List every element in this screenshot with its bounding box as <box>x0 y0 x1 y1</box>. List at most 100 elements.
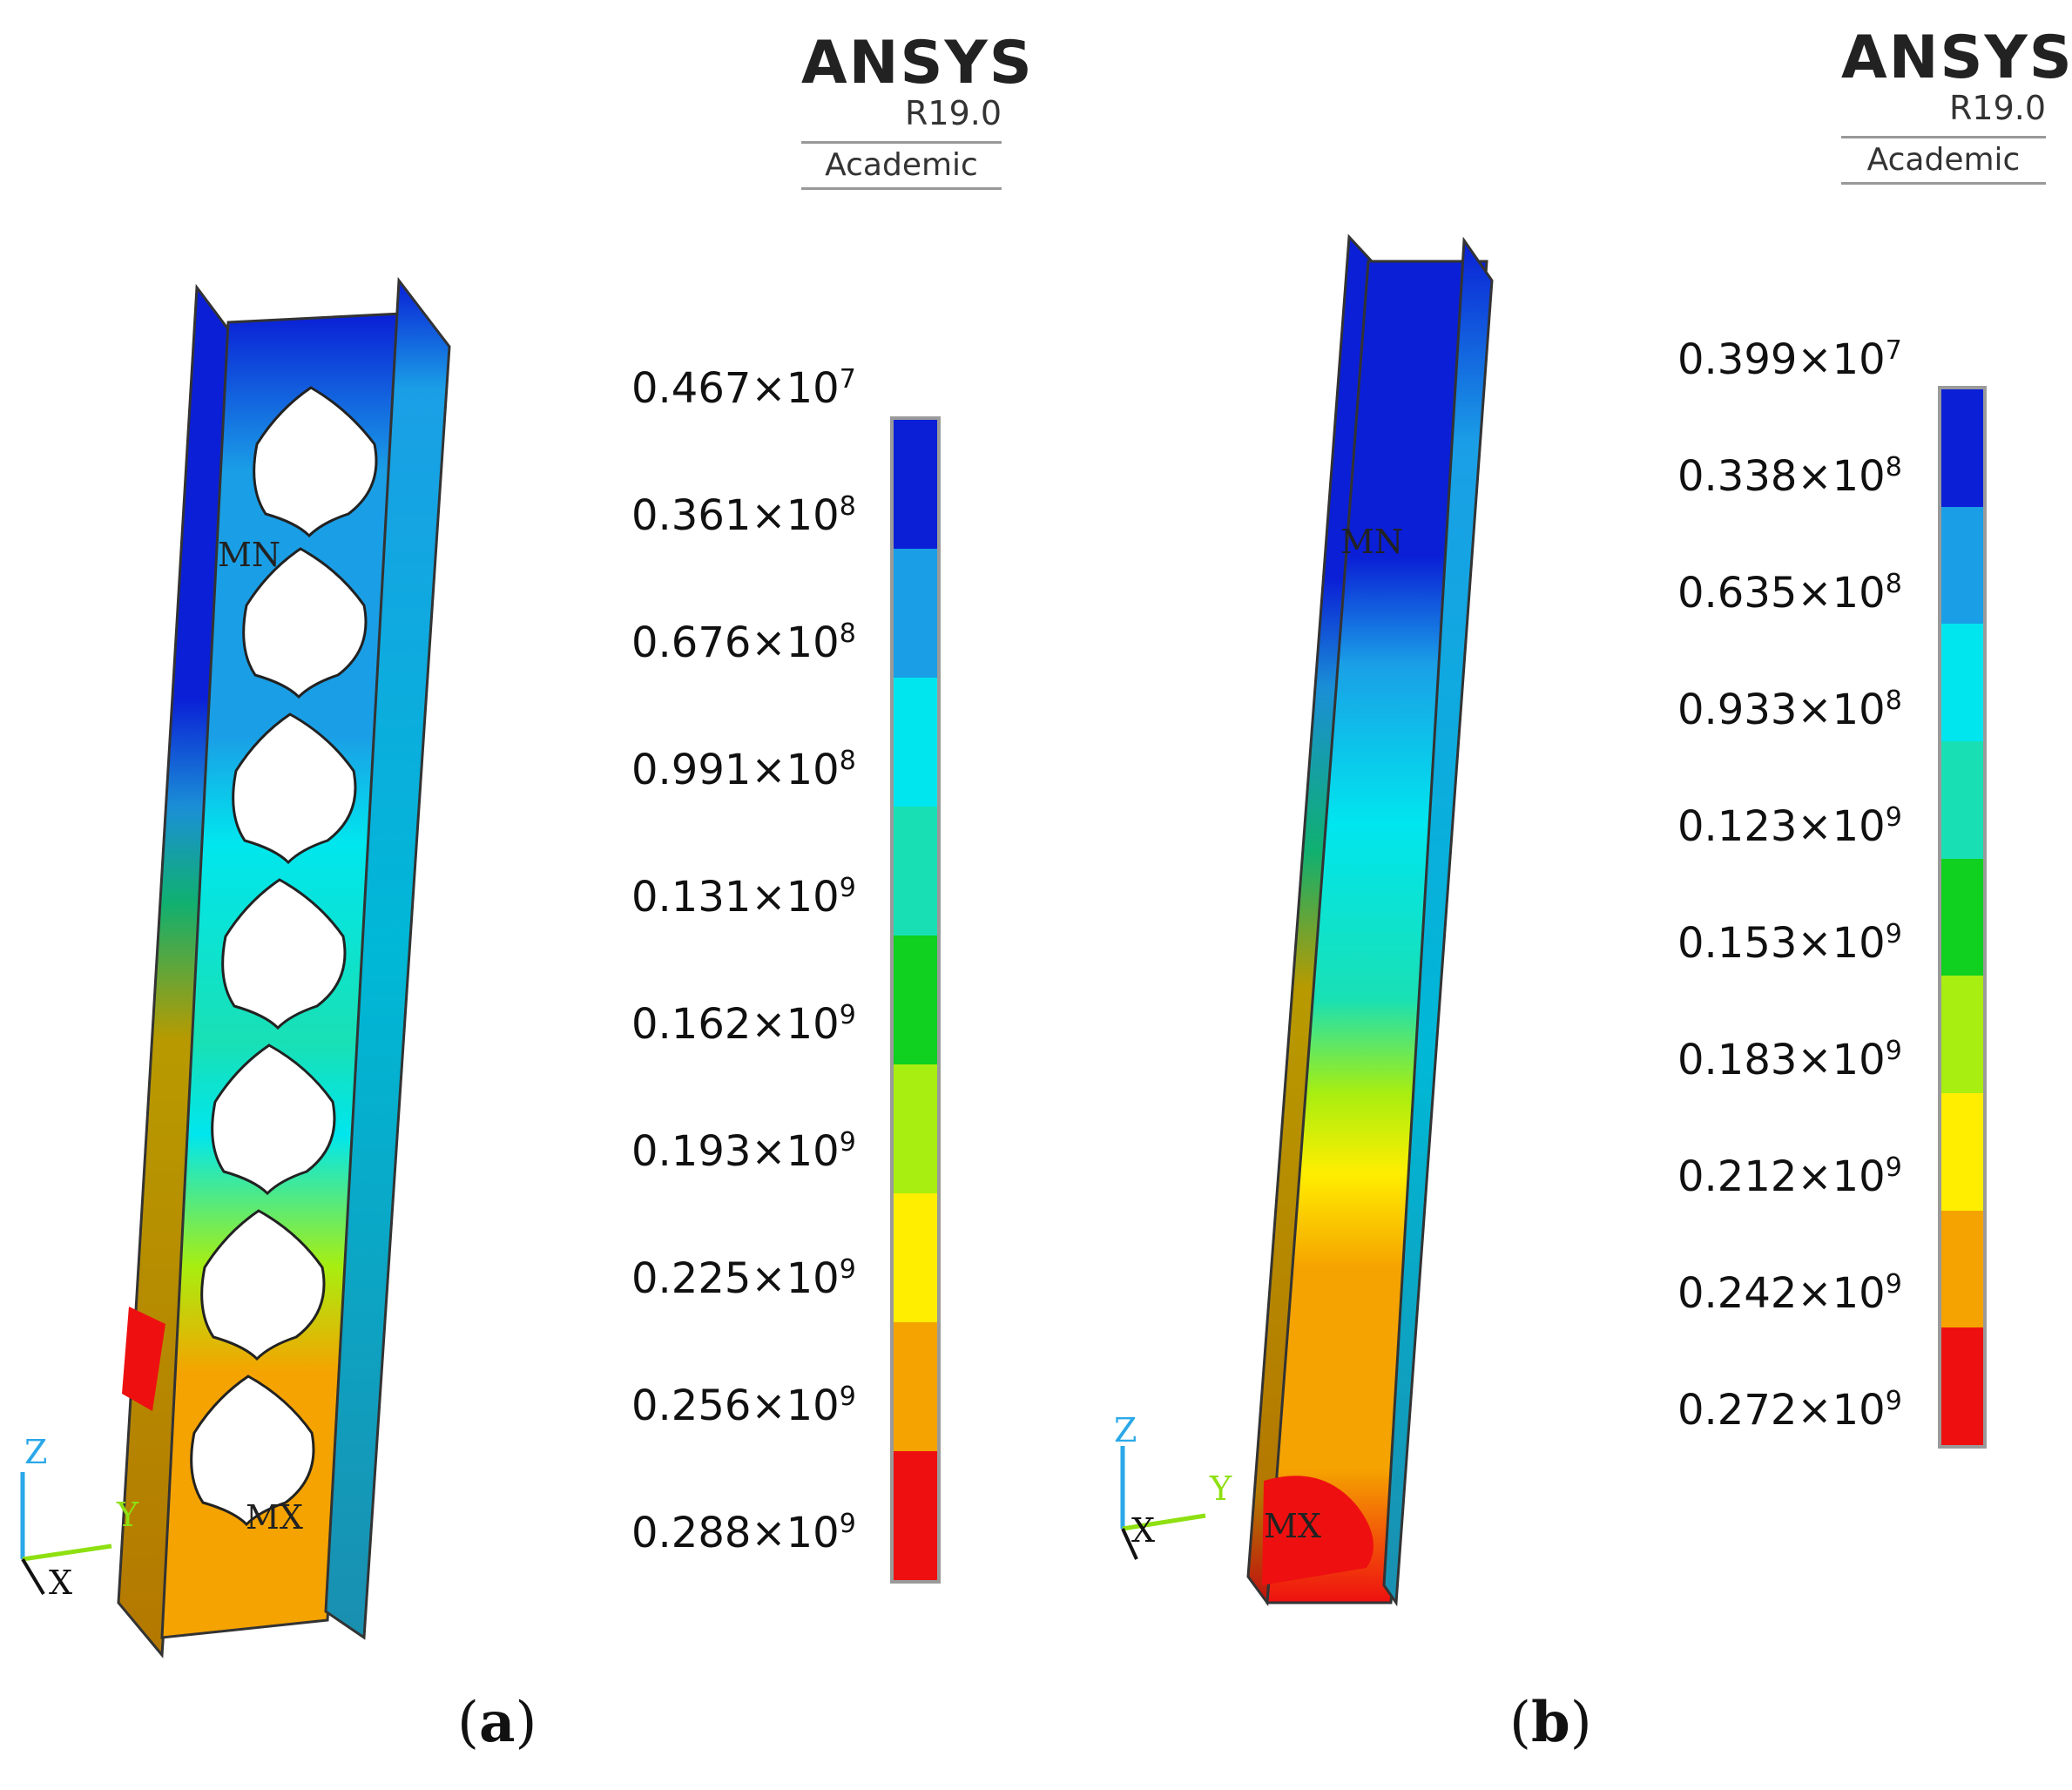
legend-exponent: 9 <box>1885 1152 1902 1183</box>
panel-a: MN MX Z Y X ANSYS R19.0 Academic 0.467×1… <box>20 29 1034 1755</box>
logo-brand: ANSYS <box>801 29 1034 98</box>
max-stress-patch-a <box>122 1307 165 1411</box>
legend-exponent: 9 <box>839 1000 856 1030</box>
legend-value-8: 0.242×109 <box>1677 1269 1902 1318</box>
colorbar-band-4 <box>1941 858 1983 976</box>
colorbar-band-2 <box>894 677 937 807</box>
hole-6 <box>200 1209 326 1361</box>
legend-value-0: 0.399×107 <box>1677 335 1902 384</box>
legend-value-9: 0.288×109 <box>631 1509 856 1557</box>
right-flange-a <box>324 276 451 1640</box>
colorbar-band-6 <box>894 1193 937 1322</box>
right-flange-b <box>1382 236 1494 1607</box>
caption-letter-b: b <box>1530 1690 1570 1755</box>
axis-z-label-b: Z <box>1114 1411 1137 1449</box>
legend-value-4: 0.123×109 <box>1677 802 1902 851</box>
legend-mantissa: 0.467×10 <box>631 364 840 413</box>
min-marker-b: MN <box>1340 523 1403 561</box>
hole-2 <box>242 547 368 699</box>
legend-value-1: 0.361×108 <box>631 491 856 540</box>
colorbar-band-5 <box>1941 976 1983 1093</box>
colorbar-band-6 <box>1941 1093 1983 1211</box>
legend-exponent: 8 <box>839 491 856 522</box>
legend-mantissa: 0.225×10 <box>631 1254 840 1303</box>
legend-value-2: 0.635×108 <box>1677 569 1902 618</box>
colorbar-band-7 <box>894 1322 937 1451</box>
max-marker-b: MX <box>1264 1507 1321 1545</box>
axis-y-label-a: Y <box>116 1496 139 1534</box>
legend-value-5: 0.153×109 <box>1677 919 1902 968</box>
legend-exponent: 8 <box>1885 569 1902 599</box>
legend-exponent: 9 <box>839 1254 856 1285</box>
colorbar-band-2 <box>1941 624 1983 741</box>
legend-value-6: 0.193×109 <box>631 1127 856 1176</box>
legend-mantissa: 0.288×10 <box>631 1509 840 1557</box>
colorbar-band-3 <box>894 807 937 936</box>
colorbar-band-8 <box>1941 1327 1983 1445</box>
colorbar-band-5 <box>894 1064 937 1193</box>
legend-mantissa: 0.991×10 <box>631 746 840 794</box>
ansys-logo-a: ANSYS R19.0 Academic <box>801 29 1034 190</box>
legend-exponent: 9 <box>839 1509 856 1539</box>
logo-edition: Academic <box>1841 136 2046 185</box>
legend-exponent: 9 <box>1885 919 1902 949</box>
legend-value-9: 0.272×109 <box>1677 1386 1902 1435</box>
legend-exponent: 9 <box>839 1127 856 1158</box>
caption-b: (b) <box>1509 1690 1592 1755</box>
panel-b: MN MX Z Y X ANSYS R19.0 Academic 0.399×1… <box>1036 0 2072 1790</box>
legend-value-4: 0.131×109 <box>631 873 856 922</box>
colorbar-a <box>890 416 941 1584</box>
colorbar-band-1 <box>894 548 937 678</box>
legend-value-7: 0.225×109 <box>631 1254 856 1303</box>
legend-mantissa: 0.635×10 <box>1677 569 1886 618</box>
legend-exponent: 9 <box>1885 1036 1902 1066</box>
legend-exponent: 9 <box>839 1381 856 1412</box>
legend-mantissa: 0.193×10 <box>631 1127 840 1176</box>
legend-mantissa: 0.933×10 <box>1677 686 1886 734</box>
legend-mantissa: 0.242×10 <box>1677 1269 1886 1318</box>
hole-1 <box>253 386 378 538</box>
legend-mantissa: 0.361×10 <box>631 491 840 540</box>
legend-mantissa: 0.123×10 <box>1677 802 1886 851</box>
colorbar-band-0 <box>894 420 937 549</box>
logo-edition: Academic <box>801 141 1002 190</box>
legend-mantissa: 0.272×10 <box>1677 1386 1886 1435</box>
legend-exponent: 9 <box>1885 802 1902 833</box>
legend-value-3: 0.933×108 <box>1677 686 1902 734</box>
hole-4 <box>221 878 347 1030</box>
legend-mantissa: 0.399×10 <box>1677 335 1886 384</box>
legend-mantissa: 0.256×10 <box>631 1381 840 1430</box>
legend-value-2: 0.676×108 <box>631 618 856 667</box>
colorbar-b <box>1938 386 1987 1449</box>
legend-exponent: 7 <box>1885 335 1902 366</box>
legend-value-7: 0.212×109 <box>1677 1152 1902 1201</box>
beam-model-a: MN MX Z Y X <box>20 276 451 1658</box>
web-b <box>1265 260 1488 1604</box>
axis-triad-a: Z Y X <box>20 1433 139 1602</box>
legend-exponent: 8 <box>1885 686 1902 716</box>
axis-triad-b: Z Y X <box>1114 1411 1232 1560</box>
legend-mantissa: 0.162×10 <box>631 1000 840 1049</box>
caption-a: (a) <box>457 1690 537 1755</box>
colorbar-band-0 <box>1941 389 1983 507</box>
legend-mantissa: 0.676×10 <box>631 618 840 667</box>
colorbar-band-1 <box>1941 506 1983 625</box>
axis-y-label-b: Y <box>1209 1469 1232 1508</box>
hole-5 <box>211 1044 336 1196</box>
hole-3 <box>232 713 357 865</box>
legend-exponent: 9 <box>839 873 856 903</box>
legend-value-5: 0.162×109 <box>631 1000 856 1049</box>
legend-value-8: 0.256×109 <box>631 1381 856 1430</box>
legend-mantissa: 0.212×10 <box>1677 1152 1886 1201</box>
axis-x-label-b: X <box>1131 1511 1155 1550</box>
legend-exponent: 9 <box>1885 1386 1902 1416</box>
web-holes-a <box>190 386 378 1527</box>
legend-mantissa: 0.183×10 <box>1677 1036 1886 1084</box>
colorbar-band-8 <box>894 1450 937 1580</box>
logo-brand: ANSYS <box>1841 24 2072 92</box>
colorbar-band-7 <box>1941 1210 1983 1328</box>
min-marker-a: MN <box>218 536 280 574</box>
legend-exponent: 8 <box>1885 452 1902 483</box>
legend-mantissa: 0.338×10 <box>1677 452 1886 501</box>
legend-value-0: 0.467×107 <box>631 364 856 413</box>
